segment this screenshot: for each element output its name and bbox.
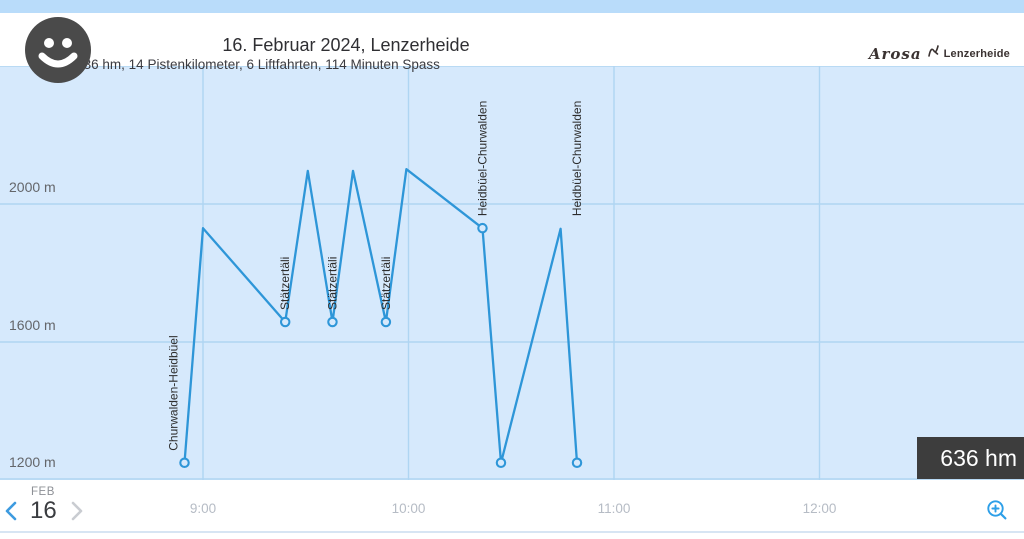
segment-marker[interactable] — [495, 457, 507, 468]
y-axis-label: 1200 m — [9, 454, 56, 470]
logo-name-text: Lenzerheide — [943, 47, 1010, 60]
altitude-chart: 2000 m 1600 m 1200 m Churwalden-Heidbüel Stä… — [0, 0, 1024, 480]
y-axis-label: 1600 m — [9, 317, 56, 333]
page-title: 16. Februar 2024, Lenzerheide — [222, 35, 470, 55]
smiley-rating-icon — [23, 15, 93, 90]
zoom-in-icon[interactable] — [986, 499, 1009, 527]
date-day-label: 16 — [30, 497, 57, 524]
time-axis-label: 9:00 — [189, 501, 217, 516]
time-axis-label: 11:00 — [597, 501, 631, 516]
altitude-meters-badge: 636 hm — [917, 437, 1024, 479]
day-summary: 636 hm, 14 Pistenkilometer, 6 Liftfahrte… — [76, 57, 440, 72]
time-axis-bar: FEB 16 9:00 10:00 11:00 12:00 — [0, 480, 1024, 539]
chart-canvas[interactable]: 2000 m 1600 m 1200 m Churwalden-Heidbüel Stä… — [0, 0, 1024, 480]
bottom-divider — [0, 531, 1024, 533]
piste-label: Stätzertäli — [379, 257, 393, 310]
segment-marker[interactable] — [179, 457, 190, 468]
time-axis-label: 10:00 — [391, 501, 426, 516]
segment-marker[interactable] — [477, 222, 488, 234]
segment-marker[interactable] — [279, 316, 291, 328]
time-axis-label: 12:00 — [802, 501, 837, 516]
y-axis-label: 2000 m — [9, 179, 56, 195]
piste-label: Stätzertäli — [325, 257, 339, 310]
next-day-button[interactable] — [69, 500, 85, 527]
prev-day-button[interactable] — [3, 500, 19, 527]
piste-label: Heidbüel-Churwalden — [475, 101, 489, 216]
segment-marker[interactable] — [380, 316, 392, 328]
segment-marker[interactable] — [327, 316, 338, 328]
piste-label: Stätzertäli — [278, 257, 292, 310]
header: 16. Februar 2024, Lenzerheide 636 hm, 14… — [0, 13, 1024, 72]
logo-script-text: Arosa — [868, 44, 922, 63]
date-month-label: FEB — [31, 486, 55, 498]
arosa-lenzerheide-logo: Arosa Lenzerheide — [869, 43, 1010, 64]
piste-label: Heidbüel-Churwalden — [570, 101, 584, 216]
ibex-icon — [926, 43, 940, 64]
top-strip — [0, 0, 1024, 13]
piste-label: Churwalden-Heidbüel — [167, 335, 181, 450]
altitude-line — [183, 168, 579, 464]
segment-marker[interactable] — [571, 457, 583, 468]
